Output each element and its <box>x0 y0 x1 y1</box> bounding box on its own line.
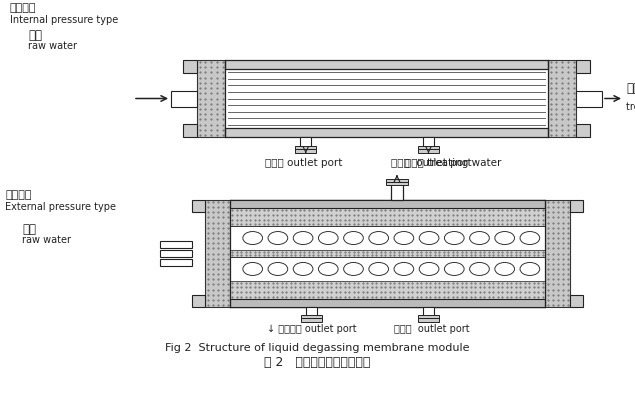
Ellipse shape <box>344 262 363 275</box>
Bar <box>418 315 439 318</box>
Ellipse shape <box>419 231 439 245</box>
Bar <box>418 149 439 153</box>
Bar <box>423 307 434 318</box>
Text: 出气口  outlet port: 出气口 outlet port <box>391 158 472 168</box>
Bar <box>545 200 570 307</box>
Bar <box>230 281 545 299</box>
Ellipse shape <box>293 262 313 275</box>
Ellipse shape <box>268 262 288 275</box>
Bar <box>230 226 545 250</box>
Text: ↓ 出气口口 outlet port: ↓ 出气口口 outlet port <box>267 324 357 334</box>
Bar <box>205 200 230 307</box>
Ellipse shape <box>394 262 414 275</box>
Ellipse shape <box>444 262 464 275</box>
Ellipse shape <box>394 231 414 245</box>
Bar <box>225 69 548 128</box>
Bar <box>225 128 548 137</box>
Text: 出气口 outlet port: 出气口 outlet port <box>265 158 342 168</box>
Bar <box>295 149 316 153</box>
Bar <box>418 318 439 322</box>
Ellipse shape <box>344 231 363 245</box>
Bar <box>570 295 583 307</box>
Bar <box>576 124 590 137</box>
Bar <box>302 318 323 322</box>
Ellipse shape <box>369 231 389 245</box>
Bar <box>192 200 205 212</box>
Bar <box>225 60 548 69</box>
Bar <box>171 90 197 107</box>
Bar <box>302 315 323 318</box>
Bar <box>183 60 197 73</box>
Bar <box>307 307 318 318</box>
Ellipse shape <box>369 262 389 275</box>
Bar <box>386 182 408 185</box>
Text: Fig 2  Structure of liquid degassing membrane module: Fig 2 Structure of liquid degassing memb… <box>164 343 469 353</box>
Text: 内压式：: 内压式： <box>10 3 36 13</box>
Bar <box>570 200 583 212</box>
Ellipse shape <box>495 262 514 275</box>
Text: 出气口  outlet port: 出气口 outlet port <box>394 324 469 334</box>
Ellipse shape <box>444 231 464 245</box>
Ellipse shape <box>243 231 262 245</box>
Ellipse shape <box>293 231 313 245</box>
Bar <box>576 90 602 107</box>
Bar <box>423 137 434 149</box>
Text: treating water: treating water <box>626 102 635 111</box>
Ellipse shape <box>318 231 338 245</box>
Bar <box>192 295 205 307</box>
Text: 原水: 原水 <box>22 223 36 236</box>
Ellipse shape <box>268 231 288 245</box>
Bar <box>197 60 225 137</box>
Text: 处理水: 处理水 <box>626 81 635 94</box>
Text: External pressure type: External pressure type <box>5 202 116 212</box>
Text: raw water: raw water <box>22 235 71 245</box>
Text: raw water: raw water <box>28 41 77 51</box>
Bar <box>295 146 316 149</box>
Ellipse shape <box>318 262 338 275</box>
Ellipse shape <box>470 231 490 245</box>
Text: 图 2   液体脱气膜组件结构图: 图 2 液体脱气膜组件结构图 <box>264 356 370 369</box>
Ellipse shape <box>419 262 439 275</box>
Text: 处理水 treating water: 处理水 treating water <box>405 158 501 168</box>
Bar <box>576 60 590 73</box>
Bar <box>230 200 545 208</box>
Text: Internal pressure type: Internal pressure type <box>10 15 118 25</box>
Text: 原水: 原水 <box>28 29 42 42</box>
Bar <box>548 60 576 137</box>
Ellipse shape <box>520 231 540 245</box>
Bar <box>230 208 545 226</box>
Bar <box>418 146 439 149</box>
Ellipse shape <box>470 262 490 275</box>
Bar <box>230 250 545 257</box>
Bar <box>386 179 408 182</box>
Bar <box>160 241 192 248</box>
Bar <box>183 124 197 137</box>
Ellipse shape <box>495 231 514 245</box>
Ellipse shape <box>520 262 540 275</box>
Bar <box>230 257 545 281</box>
Bar <box>391 182 403 200</box>
Bar <box>160 259 192 266</box>
Text: 外压式：: 外压式： <box>5 190 32 200</box>
Bar <box>230 299 545 307</box>
Bar <box>160 250 192 257</box>
Bar <box>300 137 311 149</box>
Ellipse shape <box>243 262 262 275</box>
Bar <box>230 200 545 307</box>
